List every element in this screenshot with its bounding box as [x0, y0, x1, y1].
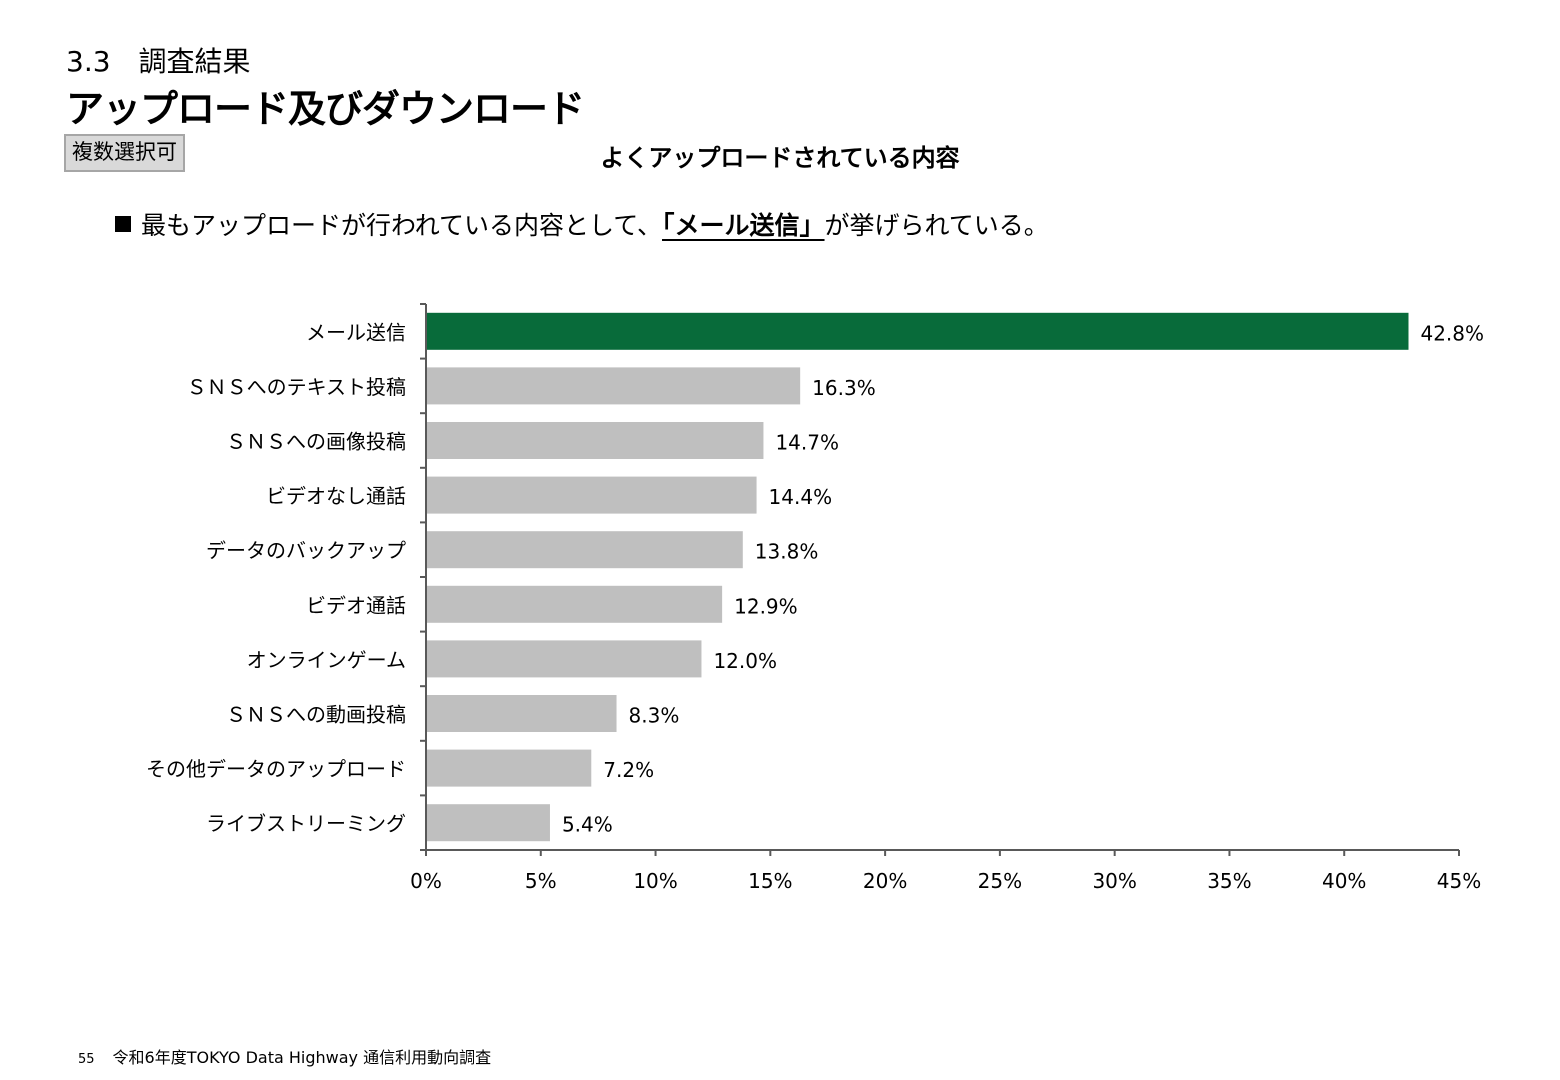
data-label: 5.4% [562, 813, 613, 837]
bar [426, 367, 801, 405]
category-label: ビデオなし通話 [266, 484, 406, 508]
summary-bullet: 最もアップロードが行われている内容として、「メール送信」が挙げられている。 [115, 206, 1049, 242]
data-label: 12.9% [734, 594, 798, 618]
summary-highlight: 「メール送信」 [662, 211, 825, 240]
category-label: その他データのアップロード [146, 757, 406, 781]
x-tick-label: 35% [1207, 869, 1251, 893]
data-label: 7.2% [603, 758, 654, 782]
data-label: 16.3% [812, 376, 876, 400]
page-number: 55 [78, 1052, 95, 1067]
category-label: メール送信 [306, 320, 406, 344]
category-label: ＳＮＳへの動画投稿 [226, 703, 406, 727]
category-label: ライブストリーミング [206, 812, 406, 836]
x-tick-label: 5% [525, 869, 557, 893]
category-label: ＳＮＳへの画像投稿 [226, 430, 406, 454]
x-tick-label: 40% [1322, 869, 1366, 893]
bar [426, 749, 592, 787]
bullet-square-icon [115, 216, 131, 232]
data-label: 12.0% [713, 649, 777, 673]
bar [426, 695, 617, 732]
x-tick-label: 0% [410, 869, 442, 893]
multiple-choice-tag: 複数選択可 [64, 134, 185, 172]
data-label: 14.4% [769, 485, 833, 509]
data-label: 8.3% [629, 704, 680, 728]
summary-text-after: が挙げられている。 [824, 211, 1049, 240]
x-tick-label: 30% [1092, 869, 1136, 893]
bar [426, 422, 764, 459]
data-label: 14.7% [775, 431, 839, 455]
bar [426, 531, 743, 569]
x-tick-label: 15% [748, 869, 792, 893]
x-tick-label: 20% [863, 869, 907, 893]
chart-title: よくアップロードされている内容 [600, 144, 960, 172]
category-label: ビデオ通話 [306, 593, 406, 617]
bar [426, 804, 550, 842]
x-tick-label: 45% [1437, 869, 1481, 893]
data-label: 13.8% [755, 540, 819, 564]
summary-text-before: 最もアップロードが行われている内容として、 [141, 211, 663, 240]
category-label: データのバックアップ [206, 539, 406, 563]
category-label: オンラインゲーム [247, 648, 406, 672]
bar [426, 640, 702, 678]
page-title: アップロード及びダウンロード [66, 87, 585, 131]
data-label: 42.8% [1420, 321, 1484, 345]
category-label: ＳＮＳへのテキスト投稿 [187, 375, 406, 399]
bar [426, 476, 757, 514]
section-number: 3.3 調査結果 [66, 45, 251, 78]
footer-text: 令和6年度TOKYO Data Highway 通信利用動向調査 [112, 1048, 492, 1067]
x-tick-label: 10% [633, 869, 677, 893]
bar [426, 585, 723, 623]
bar [426, 312, 1409, 350]
footer: 55 令和6年度TOKYO Data Highway 通信利用動向調査 [78, 1044, 491, 1068]
x-tick-label: 25% [978, 869, 1022, 893]
